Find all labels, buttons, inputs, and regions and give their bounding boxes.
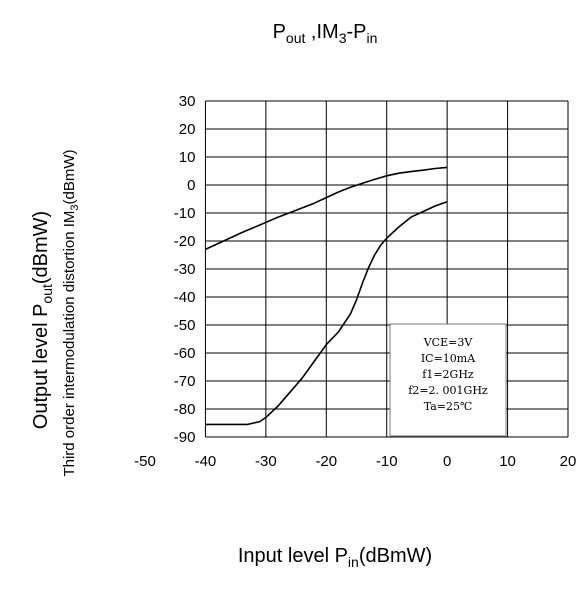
x-tick-label: -50	[134, 453, 156, 470]
y-axis-label-outer: Output level Pout(dBmW)	[30, 211, 55, 429]
x-tick-label: -20	[315, 453, 337, 470]
y-axis-label-inner: Third order intermodulation distortion I…	[61, 149, 81, 476]
im3-line	[205, 201, 448, 426]
x-tick-label: 10	[499, 453, 516, 470]
y-tick-label: -50	[174, 317, 196, 334]
chart-title: Pout ,IM3-Pin	[273, 21, 378, 46]
x-axis-label: Input level Pin(dBmW)	[238, 545, 432, 570]
legend: VCE=3V IC=10mA f1=2GHz f2=2. 001GHz Ta=2…	[389, 323, 507, 437]
x-tick-label: -30	[255, 453, 277, 470]
y-tick-label: 30	[179, 93, 196, 110]
x-tick-label: -40	[195, 453, 217, 470]
y-tick-label: -90	[174, 429, 196, 446]
y-tick-label: -30	[174, 261, 196, 278]
y-tick-label: -10	[174, 205, 196, 222]
x-tick-label: 20	[560, 453, 577, 470]
legend-line-2: IC=10mA	[421, 352, 476, 365]
tick-labels: 30 20 10 0 -10 -20 -30 -40 -50 -60 -70 -80 -90 -50 -40…	[134, 93, 576, 470]
series-group	[205, 166, 448, 426]
y-tick-label: 20	[179, 121, 196, 138]
y-tick-label: 0	[187, 177, 195, 194]
grid	[204, 100, 569, 438]
x-tick-label: 0	[443, 453, 451, 470]
y-tick-label: -20	[174, 233, 196, 250]
legend-line-4: f2=2. 001GHz	[408, 384, 488, 397]
y-tick-label: -60	[174, 345, 196, 362]
legend-line-1: VCE=3V	[423, 336, 474, 349]
legend-line-3: f1=2GHz	[422, 368, 474, 381]
y-tick-label: -40	[174, 289, 196, 306]
x-tick-label: -10	[376, 453, 398, 470]
legend-box	[389, 323, 507, 437]
pout-line	[205, 166, 448, 251]
y-tick-label: 10	[179, 149, 196, 166]
y-tick-label: -80	[174, 401, 196, 418]
legend-line-5: Ta=25℃	[424, 400, 473, 413]
y-tick-label: -70	[174, 373, 196, 390]
